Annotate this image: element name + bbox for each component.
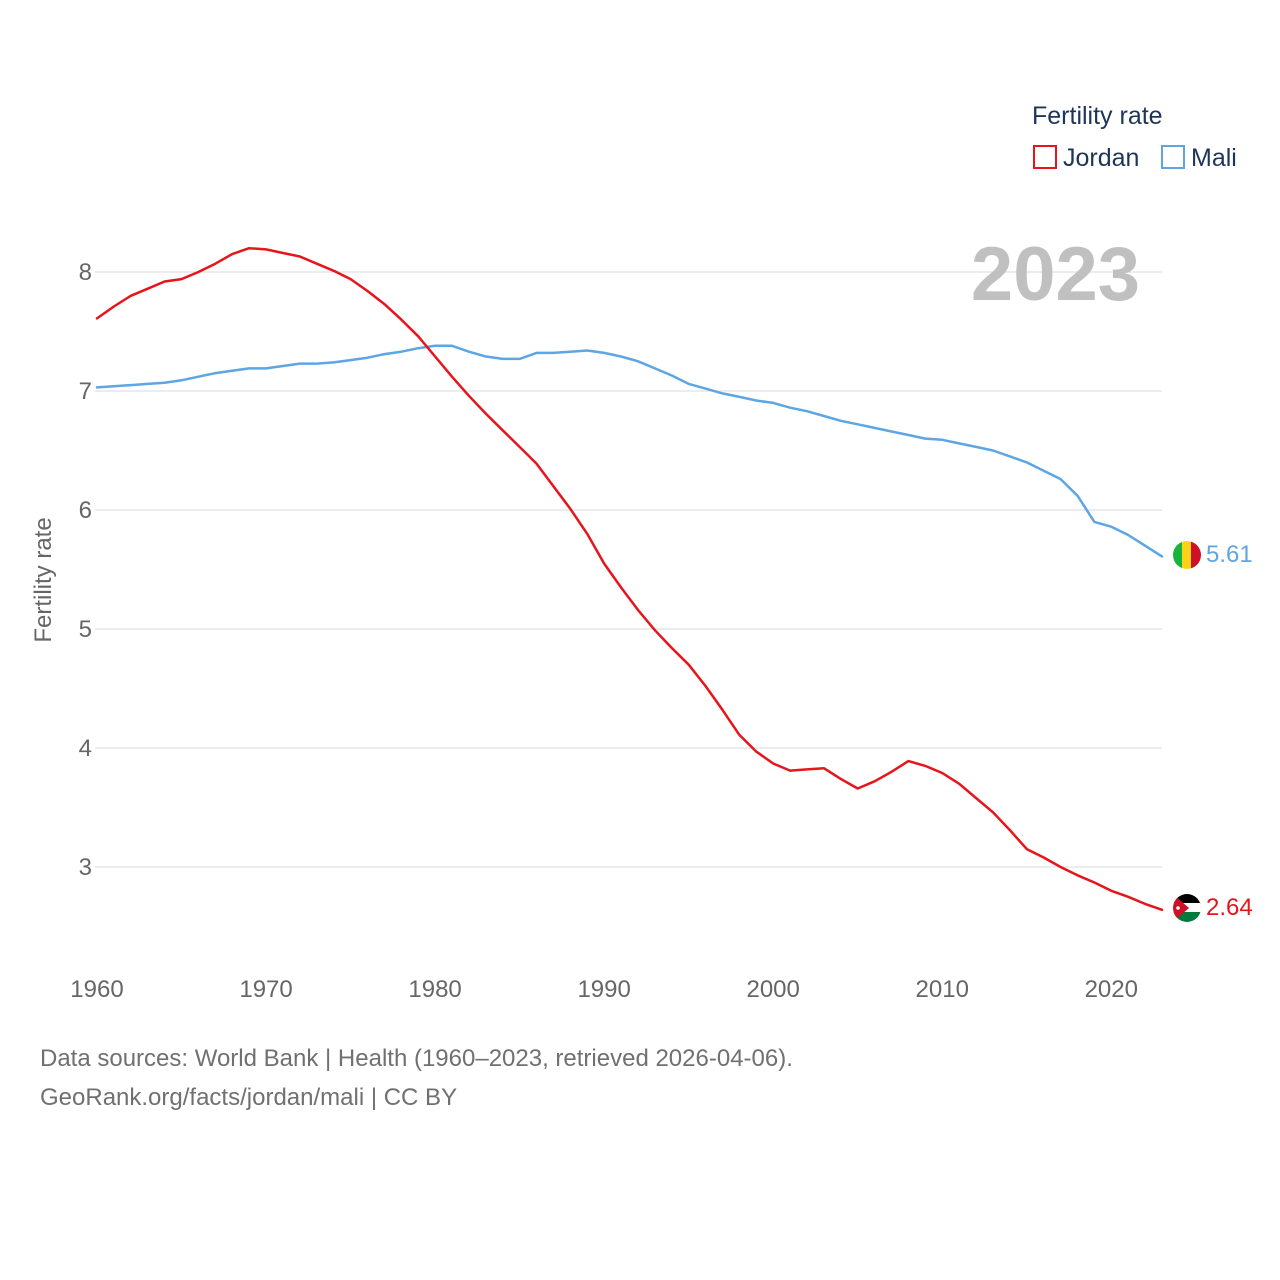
attribution-link[interactable]: GeoRank.org/facts/jordan/mali | CC BY	[40, 1084, 458, 1111]
y-axis-title: Fertility rate	[30, 517, 57, 642]
x-tick-label-2010: 2010	[916, 976, 969, 1003]
series-line-mali[interactable]	[95, 344, 1164, 558]
legend: Fertility rate Jordan Mali	[1032, 102, 1237, 172]
jordan-flag-icon	[1173, 894, 1201, 922]
legend-swatch-mali[interactable]	[1161, 145, 1185, 169]
y-axis-ticks: 3 4 5 6 7 8	[79, 259, 92, 881]
x-tick-label-1990: 1990	[577, 976, 630, 1003]
end-value-label-mali: 5.61	[1206, 541, 1253, 568]
series-line-jordan[interactable]	[95, 246, 1164, 912]
y-tick-label-6: 6	[79, 497, 92, 524]
end-value-label-jordan: 2.64	[1206, 894, 1253, 921]
y-tick-label-8: 8	[79, 259, 92, 286]
x-axis-ticks: 1960 1970 1980 1990 2000 2010 2020	[70, 976, 1138, 1003]
current-year-label: 2023	[971, 232, 1140, 317]
y-tick-label-4: 4	[79, 735, 92, 762]
x-tick-label-1960: 1960	[70, 976, 123, 1003]
y-tick-label-7: 7	[79, 378, 92, 405]
x-tick-label-1980: 1980	[408, 976, 461, 1003]
x-tick-label-2000: 2000	[746, 976, 799, 1003]
gridlines	[95, 271, 1162, 868]
x-tick-label-2020: 2020	[1085, 976, 1138, 1003]
y-tick-label-5: 5	[79, 616, 92, 643]
legend-title: Fertility rate	[1032, 102, 1163, 130]
data-sources-note: Data sources: World Bank | Health (1960–…	[40, 1045, 793, 1072]
legend-label-mali[interactable]: Mali	[1191, 144, 1237, 172]
y-tick-label-3: 3	[79, 854, 92, 881]
legend-label-jordan[interactable]: Jordan	[1063, 144, 1139, 172]
mali-flag-icon	[1173, 541, 1201, 569]
x-tick-label-1970: 1970	[239, 976, 292, 1003]
series-lines	[95, 246, 1164, 912]
legend-swatch-jordan[interactable]	[1033, 145, 1057, 169]
